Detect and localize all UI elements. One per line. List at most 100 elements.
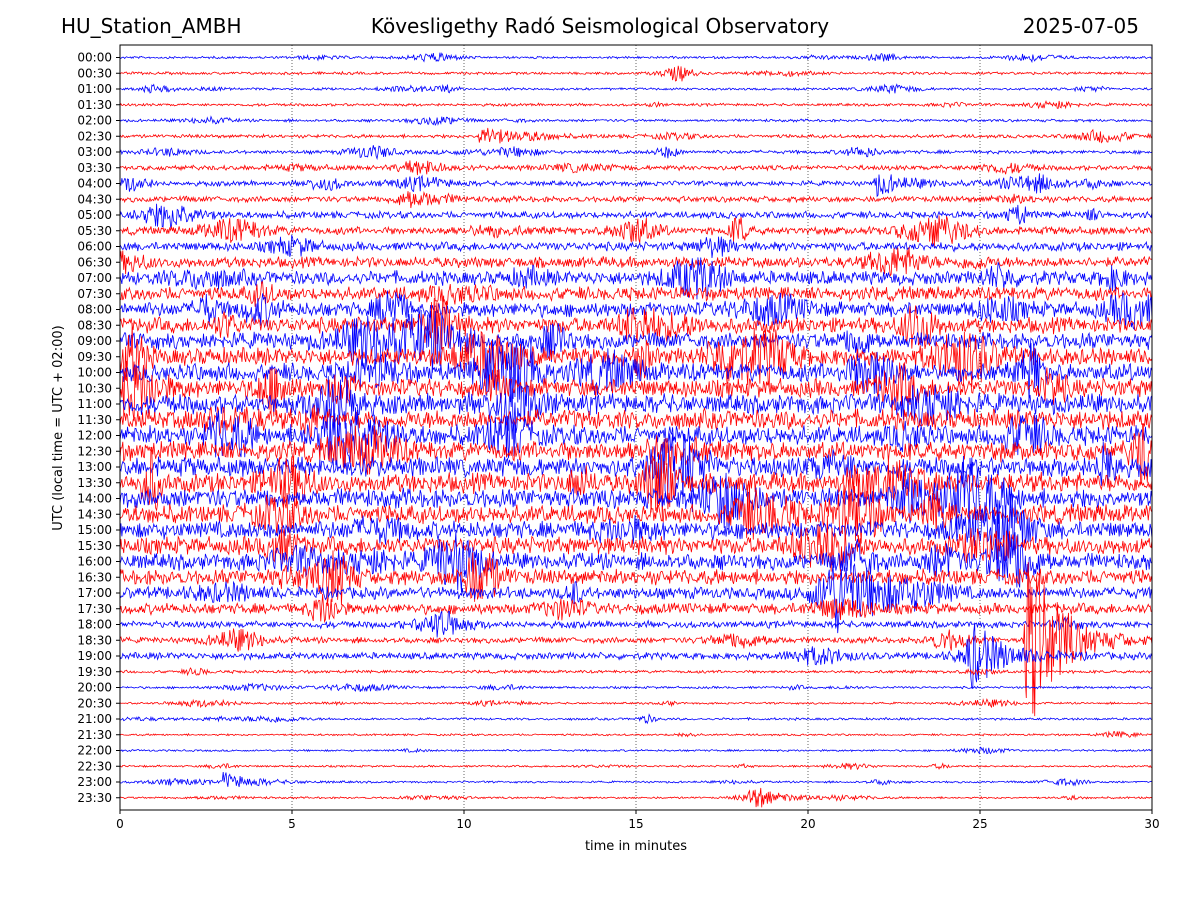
x-tick-label: 0 xyxy=(116,817,124,831)
trace-2230 xyxy=(120,762,1152,771)
y-tick-label: 20:30 xyxy=(77,696,112,710)
trace-1300 xyxy=(120,433,1152,505)
y-tick-label: 13:30 xyxy=(77,476,112,490)
trace-1200 xyxy=(120,407,1152,469)
y-tick-label: 20:00 xyxy=(77,681,112,695)
y-tick-label: 18:00 xyxy=(77,618,112,632)
trace-1130 xyxy=(120,404,1152,440)
trace-0800 xyxy=(120,290,1152,331)
trace-0000 xyxy=(120,52,1152,64)
trace-1800 xyxy=(120,610,1152,638)
y-tick-label: 07:00 xyxy=(77,271,112,285)
trace-2000 xyxy=(120,682,1152,693)
y-tick-label: 08:00 xyxy=(77,303,112,317)
trace-0630 xyxy=(120,247,1152,277)
trace-0130 xyxy=(120,100,1152,110)
trace-1100 xyxy=(120,376,1152,434)
y-tick-label: 14:30 xyxy=(77,507,112,521)
y-tick-label: 21:00 xyxy=(77,712,112,726)
y-tick-label: 16:00 xyxy=(77,555,112,569)
y-tick-label: 23:00 xyxy=(77,775,112,789)
y-tick-label: 15:00 xyxy=(77,523,112,537)
y-tick-label: 12:00 xyxy=(77,429,112,443)
trace-0830 xyxy=(120,295,1152,355)
y-tick-label: 23:30 xyxy=(77,791,112,805)
trace-1930 xyxy=(120,667,1152,677)
x-axis-label: time in minutes xyxy=(585,839,687,854)
y-tick-label: 13:00 xyxy=(77,460,112,474)
trace-2300 xyxy=(120,772,1152,788)
trace-1600 xyxy=(120,531,1152,593)
y-tick-label: 05:00 xyxy=(77,208,112,222)
trace-0930 xyxy=(120,322,1152,388)
y-tick-label: 03:00 xyxy=(77,145,112,159)
y-tick-label: 14:00 xyxy=(77,492,112,506)
y-tick-label: 12:30 xyxy=(77,444,112,458)
trace-0300 xyxy=(120,145,1152,161)
y-tick-label: 18:30 xyxy=(77,633,112,647)
x-tick-label: 20 xyxy=(800,817,815,831)
observatory-title: Kövesligethy Radó Seismological Observat… xyxy=(370,14,830,38)
trace-0030 xyxy=(120,65,1152,82)
y-tick-label: 05:30 xyxy=(77,224,112,238)
trace-0730 xyxy=(120,281,1152,307)
y-tick-label: 11:30 xyxy=(77,413,112,427)
trace-1700 xyxy=(120,562,1152,634)
grid xyxy=(291,45,981,810)
trace-2330 xyxy=(120,787,1152,808)
trace-1900 xyxy=(120,622,1152,690)
y-tick-label: 15:30 xyxy=(77,539,112,553)
station-name: HU_Station_AMBH xyxy=(61,14,242,38)
y-tick-label: 19:30 xyxy=(77,665,112,679)
trace-2030 xyxy=(120,698,1152,709)
y-tick-label: 19:00 xyxy=(77,649,112,663)
trace-1400 xyxy=(120,456,1152,538)
trace-1730 xyxy=(120,594,1152,624)
y-tick-label: 06:00 xyxy=(77,240,112,254)
y-tick-label: 01:00 xyxy=(77,82,112,96)
x-tick-label: 5 xyxy=(288,817,296,831)
y-tick-label: 10:00 xyxy=(77,366,112,380)
trace-0900 xyxy=(120,309,1152,373)
y-tick-label: 17:30 xyxy=(77,602,112,616)
trace-0100 xyxy=(120,83,1152,95)
trace-0200 xyxy=(120,115,1152,126)
y-tick-label: 22:00 xyxy=(77,744,112,758)
y-tick-label: 17:00 xyxy=(77,586,112,600)
trace-1830 xyxy=(120,562,1152,717)
y-tick-label: 11:00 xyxy=(77,397,112,411)
y-tick-label: 04:00 xyxy=(77,177,112,191)
trace-1500 xyxy=(120,493,1152,561)
trace-0530 xyxy=(120,215,1152,248)
trace-0330 xyxy=(120,160,1152,176)
trace-1330 xyxy=(120,446,1152,521)
y-tick-label: 01:30 xyxy=(77,98,112,112)
trace-1630 xyxy=(120,550,1152,607)
trace-1030 xyxy=(120,360,1152,422)
y-tick-label: 21:30 xyxy=(77,728,112,742)
y-tick-label: 02:30 xyxy=(77,129,112,143)
x-tick-label: 25 xyxy=(972,817,987,831)
trace-0600 xyxy=(120,235,1152,258)
trace-1230 xyxy=(120,423,1152,486)
trace-0400 xyxy=(120,173,1152,198)
trace-1530 xyxy=(120,515,1152,572)
y-tick-label: 08:30 xyxy=(77,318,112,332)
trace-0500 xyxy=(120,203,1152,229)
x-tick-label: 30 xyxy=(1144,817,1159,831)
trace-2200 xyxy=(120,746,1152,755)
trace-0700 xyxy=(120,257,1152,300)
y-axis-label: UTC (local time = UTC + 02:00) xyxy=(51,325,66,530)
trace-1000 xyxy=(120,338,1152,407)
chart-date: 2025-07-05 xyxy=(1022,14,1139,38)
y-tick-label: 00:00 xyxy=(77,51,112,65)
y-tick-label: 02:00 xyxy=(77,114,112,128)
y-tick-label: 10:30 xyxy=(77,381,112,395)
y-tick-label: 16:30 xyxy=(77,570,112,584)
trace-0430 xyxy=(120,190,1152,209)
trace-0230 xyxy=(120,127,1152,144)
y-tick-label: 00:30 xyxy=(77,66,112,80)
y-tick-label: 07:30 xyxy=(77,287,112,301)
